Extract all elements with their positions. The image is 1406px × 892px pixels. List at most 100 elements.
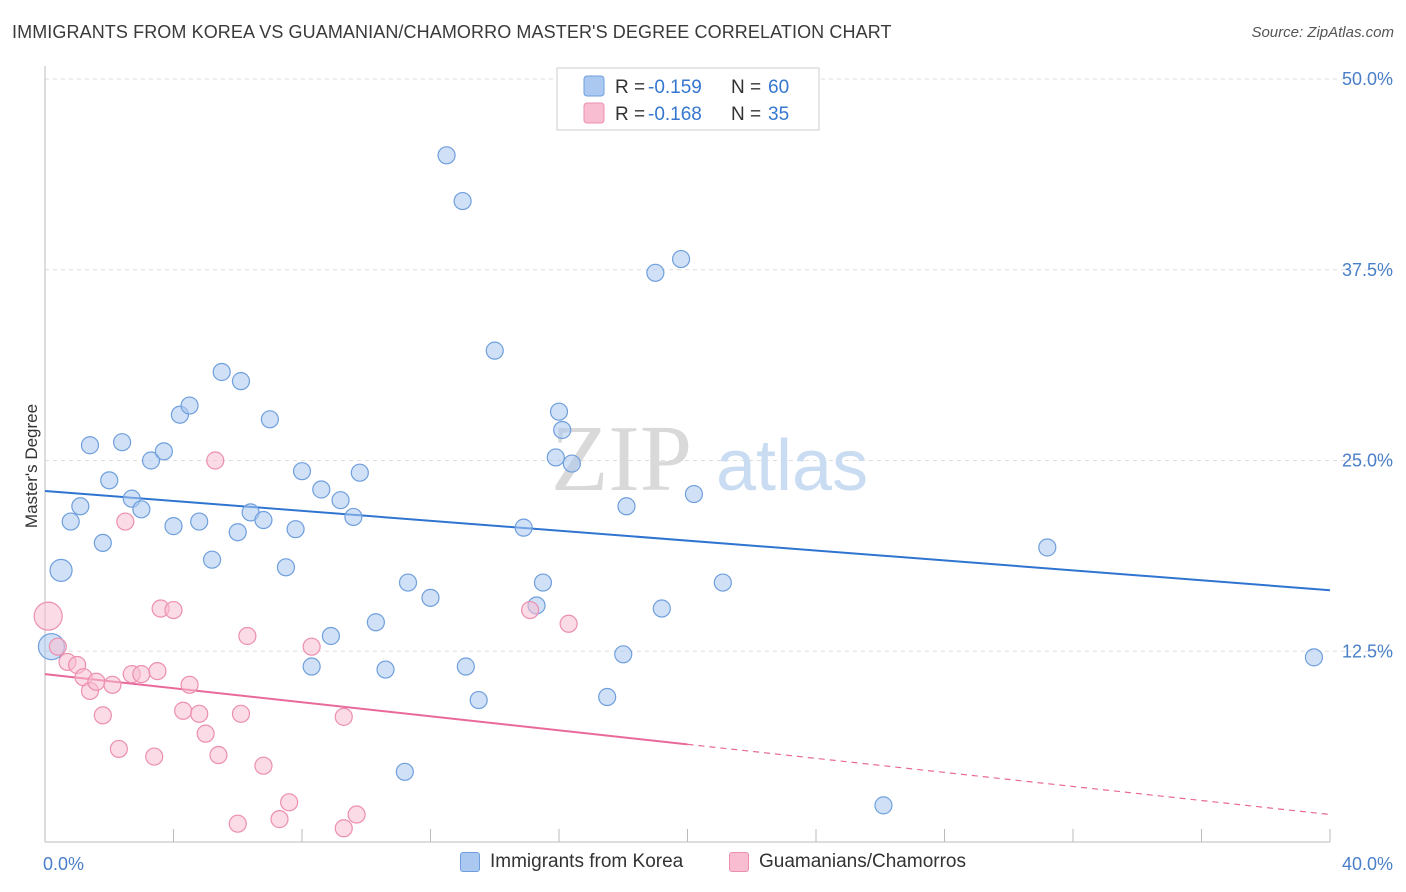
point-guam-21 (206, 451, 225, 470)
legend-swatch-korea-bottom (460, 852, 480, 872)
point-korea-19 (231, 372, 251, 391)
y-tick-label-3: 50.0% (1342, 69, 1393, 89)
point-korea-38 (453, 191, 472, 211)
point-korea-34 (395, 762, 414, 781)
legend-swatch-korea (583, 75, 605, 97)
legend-r-label-korea: R = (615, 77, 645, 98)
point-guam-32 (347, 805, 366, 824)
point-guam-12 (132, 665, 151, 684)
point-korea-44 (533, 573, 553, 592)
point-guam-20 (196, 724, 215, 743)
point-korea-46 (549, 402, 569, 421)
legend-label-korea: Immigrants from Korea (490, 851, 684, 872)
point-korea-52 (646, 263, 665, 282)
point-guam-23 (228, 814, 247, 833)
point-korea-7 (112, 433, 132, 452)
point-korea-24 (286, 520, 305, 539)
point-guam-28 (280, 793, 299, 812)
point-korea-32 (366, 613, 385, 632)
point-guam-34 (559, 614, 578, 633)
point-guam-0 (33, 601, 63, 631)
point-korea-51 (617, 497, 636, 516)
legend-item-guam[interactable]: Guamanians/Chamorros (729, 851, 966, 873)
tick-labels: 12.5% 25.0% 37.5% 50.0% 0.0% 40.0% (43, 69, 1393, 874)
point-korea-53 (652, 599, 671, 618)
point-korea-36 (421, 588, 440, 607)
point-guam-7 (93, 706, 112, 725)
point-korea-35 (398, 573, 418, 592)
grid-lines (45, 78, 1392, 652)
point-guam-29 (302, 637, 321, 656)
point-korea-31 (350, 463, 369, 482)
point-korea-9 (132, 500, 151, 519)
point-korea-22 (260, 410, 279, 429)
point-guam-25 (238, 626, 257, 646)
point-korea-40 (469, 690, 488, 710)
legend-bottom: Immigrants from Korea Guamanians/Chamorr… (0, 851, 1406, 877)
legend-n-label-guam: N = (731, 104, 761, 125)
trend-line-korea (44, 490, 1331, 592)
point-korea-16 (202, 550, 222, 569)
point-guam-8 (103, 675, 122, 694)
point-guam-30 (334, 707, 353, 726)
watermark-atlas: atlas (716, 426, 868, 506)
legend-r-label-guam: R = (615, 104, 645, 125)
legend-top: R = -0.159 N = 60 R = -0.168 N = 35 (556, 67, 820, 131)
point-korea-41 (485, 341, 504, 360)
point-guam-18 (180, 675, 199, 694)
legend-item-korea[interactable]: Immigrants from Korea (460, 851, 683, 873)
point-guam-10 (116, 512, 135, 531)
y-tick-label-2: 37.5% (1342, 260, 1393, 280)
point-korea-10 (141, 451, 161, 470)
point-korea-33 (376, 660, 395, 679)
point-korea-4 (80, 436, 100, 455)
point-guam-17 (174, 701, 193, 720)
point-korea-57 (1038, 538, 1057, 557)
point-korea-18 (228, 523, 247, 542)
point-korea-11 (154, 442, 173, 461)
point-guam-26 (254, 756, 273, 775)
legend-label-guam: Guamanians/Chamorros (759, 851, 966, 872)
trend-lines (44, 490, 1331, 816)
point-korea-42 (514, 518, 533, 537)
point-korea-39 (456, 657, 475, 676)
point-guam-33 (520, 600, 540, 620)
point-korea-30 (344, 507, 363, 527)
point-korea-6 (100, 471, 119, 490)
legend-n-value-korea: 60 (768, 77, 789, 98)
point-korea-47 (553, 420, 572, 440)
legend-n-label-korea: N = (731, 77, 761, 98)
legend-n-value-guam: 35 (768, 104, 789, 125)
legend-swatch-guam-bottom (729, 852, 749, 872)
point-korea-58 (874, 796, 893, 815)
chart-title: IMMIGRANTS FROM KOREA VS GUAMANIAN/CHAMO… (12, 22, 892, 42)
data-points (33, 146, 1324, 838)
point-korea-12 (164, 517, 183, 536)
point-korea-37 (437, 146, 456, 165)
point-guam-22 (209, 745, 228, 765)
x-tick-label-max: 40.0% (1342, 854, 1393, 874)
point-korea-29 (331, 491, 350, 510)
point-guam-19 (190, 704, 209, 723)
legend-swatch-guam (583, 102, 605, 124)
legend-r-value-guam: -0.168 (648, 104, 702, 125)
point-guam-27 (270, 810, 289, 829)
point-guam-9 (109, 739, 128, 759)
point-korea-3 (71, 497, 90, 516)
point-korea-54 (671, 249, 691, 269)
point-korea-45 (546, 448, 565, 467)
point-guam-13 (145, 747, 164, 766)
point-korea-56 (713, 573, 732, 592)
point-korea-14 (180, 396, 199, 415)
point-korea-50 (614, 645, 633, 664)
point-korea-1 (49, 558, 73, 582)
legend-r-value-korea: -0.159 (648, 77, 702, 98)
point-guam-6 (87, 672, 106, 691)
point-guam-16 (164, 600, 183, 620)
point-korea-59 (1304, 648, 1324, 667)
point-korea-28 (321, 626, 341, 646)
y-tick-label-0: 12.5% (1342, 641, 1393, 661)
trend-line-guam-extension (687, 743, 1331, 816)
trend-line-guam (44, 673, 688, 746)
